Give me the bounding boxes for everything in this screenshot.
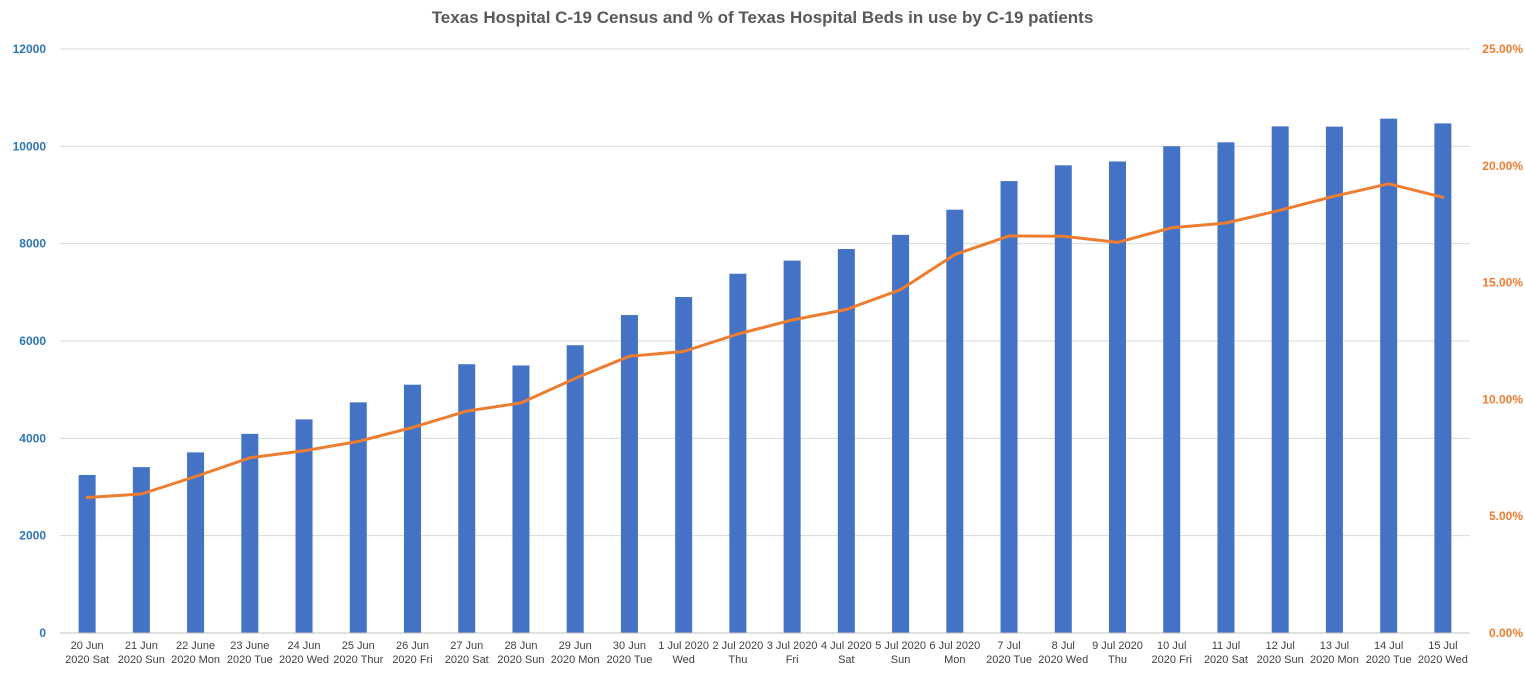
- y-left-tick-label: 0: [39, 626, 46, 640]
- bar: [1217, 142, 1235, 633]
- y-right-tick-label: 20.00%: [1482, 159, 1523, 173]
- bar: [1434, 123, 1452, 634]
- bar: [837, 249, 855, 633]
- x-tick-label: 13 Jul: [1320, 640, 1349, 652]
- x-tick-label: 21 Jun: [125, 640, 158, 652]
- x-tick-label: 27 Jun: [450, 640, 483, 652]
- y-right-tick-label: 25.00%: [1482, 42, 1523, 56]
- x-tick-label: 2 Jul 2020: [713, 640, 764, 652]
- x-tick-label: 23 June: [230, 640, 269, 652]
- x-tick-label: 22 June: [176, 640, 215, 652]
- x-tick-label: 2020 Sun: [497, 654, 544, 666]
- x-tick-label: 2020 Tue: [227, 654, 273, 666]
- y-left-tick-label: 10000: [13, 139, 47, 153]
- y-right-tick-label: 0.00%: [1489, 626, 1523, 640]
- x-tick-label: 26 Jun: [396, 640, 429, 652]
- bar: [566, 345, 584, 633]
- x-tick-label: 2020 Fri: [392, 654, 432, 666]
- x-tick-label: 15 Jul: [1428, 640, 1457, 652]
- x-tick-label: 2020 Sun: [118, 654, 165, 666]
- x-tick-label: Fri: [786, 654, 799, 666]
- x-tick-label: 2020 Fri: [1152, 654, 1192, 666]
- x-tick-label: 12 Jul: [1266, 640, 1295, 652]
- x-tick-label: 8 Jul: [1052, 640, 1075, 652]
- x-tick-label: 5 Jul 2020: [875, 640, 926, 652]
- x-tick-label: 2020 Mon: [1310, 654, 1359, 666]
- y-left-tick-label: 4000: [19, 431, 46, 445]
- bar: [1000, 181, 1018, 633]
- bar: [1054, 165, 1072, 633]
- x-tick-label: 2020 Wed: [1038, 654, 1088, 666]
- x-tick-label: 14 Jul: [1374, 640, 1403, 652]
- bar: [620, 315, 638, 633]
- bar: [892, 234, 910, 633]
- bar: [729, 273, 747, 633]
- x-tick-label: 2020 Wed: [1418, 654, 1468, 666]
- x-tick-label: 29 Jun: [559, 640, 592, 652]
- bar: [349, 402, 367, 633]
- bar: [1271, 126, 1289, 633]
- x-tick-label: Mon: [944, 654, 965, 666]
- x-tick-label: Wed: [672, 654, 694, 666]
- x-tick-label: 28 Jun: [504, 640, 537, 652]
- x-tick-label: 2020 Wed: [279, 654, 329, 666]
- y-left-tick-label: 12000: [13, 42, 47, 56]
- y-left-tick-label: 6000: [19, 334, 46, 348]
- x-tick-label: 2020 Mon: [551, 654, 600, 666]
- x-tick-label: 9 Jul 2020: [1092, 640, 1143, 652]
- x-tick-label: 10 Jul: [1157, 640, 1186, 652]
- x-tick-label: 20 Jun: [71, 640, 104, 652]
- bar: [1325, 126, 1343, 633]
- bar: [1380, 118, 1398, 634]
- x-tick-label: 2020 Sun: [1257, 654, 1304, 666]
- x-tick-label: 25 Jun: [342, 640, 375, 652]
- x-tick-label: 3 Jul 2020: [767, 640, 818, 652]
- x-tick-label: 2020 Tue: [1366, 654, 1412, 666]
- bar: [132, 467, 150, 633]
- x-tick-label: 2020 Sat: [65, 654, 109, 666]
- y-right-tick-label: 15.00%: [1482, 276, 1523, 290]
- bar: [1163, 146, 1181, 633]
- chart-title: Texas Hospital C-19 Census and % of Texa…: [431, 8, 1094, 27]
- bar: [675, 297, 693, 633]
- x-tick-label: 2020 Mon: [171, 654, 220, 666]
- bar: [1109, 161, 1126, 633]
- x-tick-label: 1 Jul 2020: [658, 640, 709, 652]
- x-tick-label: 6 Jul 2020: [929, 640, 980, 652]
- x-tick-label: 30 Jun: [613, 640, 646, 652]
- bar: [512, 365, 530, 633]
- x-tick-label: 2020 Tue: [606, 654, 652, 666]
- x-tick-label: 7 Jul: [997, 640, 1020, 652]
- x-tick-label: Sat: [838, 654, 855, 666]
- percent-line: [85, 182, 1445, 499]
- y-right-tick-label: 10.00%: [1482, 392, 1523, 406]
- y-left-tick-label: 2000: [19, 529, 46, 543]
- x-tick-label: 2020 Sat: [445, 654, 489, 666]
- x-tick-label: 2020 Sat: [1204, 654, 1248, 666]
- x-tick-label: 2020 Thur: [333, 654, 383, 666]
- bar: [404, 384, 421, 633]
- bar: [295, 419, 313, 633]
- bar: [783, 260, 801, 633]
- x-tick-label: 11 Jul: [1212, 640, 1241, 652]
- x-tick-label: Thu: [1108, 654, 1127, 666]
- x-tick-label: 24 Jun: [288, 640, 321, 652]
- bar: [458, 364, 476, 633]
- x-tick-label: 2020 Tue: [986, 654, 1032, 666]
- bar: [241, 433, 259, 633]
- bar: [946, 209, 964, 633]
- y-right-tick-label: 5.00%: [1489, 509, 1523, 523]
- x-tick-label: Thu: [728, 654, 747, 666]
- bar: [78, 474, 96, 633]
- y-left-tick-label: 8000: [19, 237, 46, 251]
- x-tick-label: 4 Jul 2020: [821, 640, 872, 652]
- bar: [187, 452, 205, 633]
- x-tick-label: Sun: [891, 654, 911, 666]
